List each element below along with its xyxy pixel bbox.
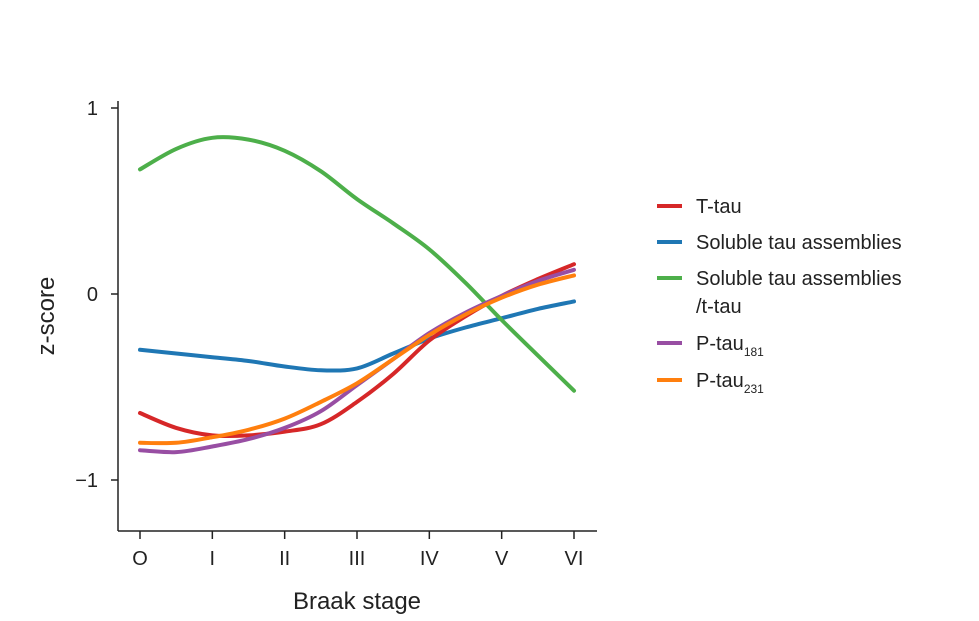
x-tick-label: III	[349, 548, 366, 570]
legend-label-text: Soluble tau assemblies	[696, 232, 902, 254]
legend-entry-p-tau181: P-tau181	[657, 333, 764, 359]
x-tick-label: V	[495, 548, 509, 570]
legend-label: P-tau181	[696, 333, 764, 359]
y-tick-label: −1	[75, 470, 98, 492]
legend-label-subscript: 181	[744, 345, 764, 359]
legend-entry-t-tau: T-tau	[657, 196, 742, 218]
x-tick-label: O	[132, 548, 148, 570]
legend-label-line2: /t-tau	[696, 296, 742, 318]
x-tick-label: VI	[565, 548, 584, 570]
legend-label-text: P-tau	[696, 333, 744, 355]
y-tick-label: 0	[87, 284, 98, 306]
legend-label: T-tau	[696, 196, 742, 218]
soluble-tau-ratio-line	[138, 135, 576, 393]
p-tau181-line	[138, 267, 576, 455]
legend-label-text: T-tau	[696, 196, 742, 218]
y-axis-title: z-score	[33, 277, 60, 356]
x-tick-label: II	[279, 548, 290, 570]
legend-label: P-tau231	[696, 370, 764, 396]
series-lines	[138, 135, 576, 455]
p-tau231-line	[138, 273, 576, 446]
legend-label: Soluble tau assemblies	[696, 232, 902, 254]
x-ticks: O I II III IV V VI	[132, 531, 583, 570]
legend-label-text: Soluble tau assemblies	[696, 268, 902, 290]
x-tick-label: IV	[420, 548, 440, 570]
x-tick-label: I	[210, 548, 216, 570]
soluble-tau-assemblies-line	[138, 299, 576, 373]
legend-entry-soluble-tau-ratio: Soluble tau assemblies/t-tau	[657, 268, 902, 318]
y-ticks: 1 0 −1	[75, 98, 118, 492]
legend-entry-p-tau231: P-tau231	[657, 370, 764, 396]
legend-label: Soluble tau assemblies	[696, 268, 902, 290]
t-tau-line	[138, 262, 576, 439]
legend-label-subscript: 231	[744, 382, 764, 396]
x-axis-title: Braak stage	[293, 588, 421, 615]
legend-entry-soluble-tau-assemblies: Soluble tau assemblies	[657, 232, 902, 254]
y-tick-label: 1	[87, 98, 98, 120]
axes	[117, 101, 597, 532]
legend-label-text: P-tau	[696, 370, 744, 392]
